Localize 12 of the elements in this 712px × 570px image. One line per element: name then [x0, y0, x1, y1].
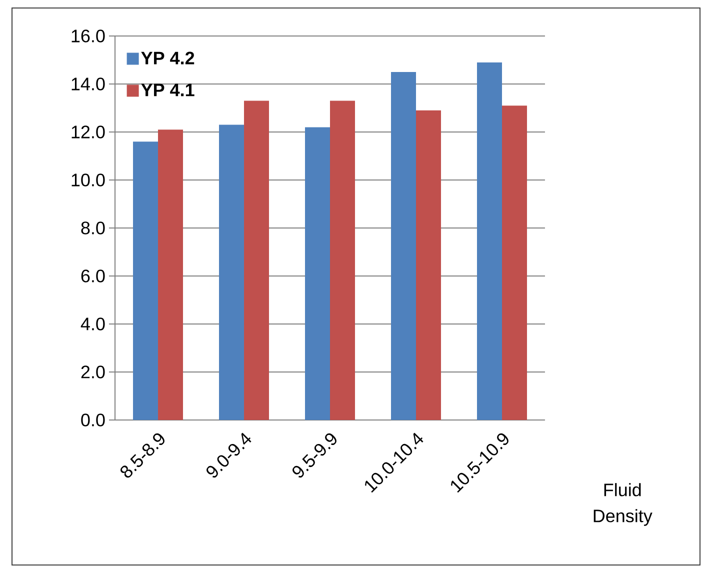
legend-label: YP 4.2: [141, 52, 194, 64]
y-tick-label: 4.0: [80, 318, 105, 330]
y-tick-label: 10.0: [72, 174, 105, 186]
y-tick-label: 6.0: [81, 270, 105, 282]
x-axis-title: Fluid Density: [594, 483, 652, 526]
y-tick-label: 0.0: [81, 414, 105, 426]
y-tick-label: 2.0: [81, 366, 105, 378]
legend-label: YP 4.1: [141, 84, 194, 96]
y-tick-label: 12.0: [72, 126, 105, 138]
y-tick-label: 14.0: [72, 78, 105, 90]
y-tick-label: 8.0: [81, 222, 105, 234]
y-tick-label: 16.0: [72, 30, 105, 42]
